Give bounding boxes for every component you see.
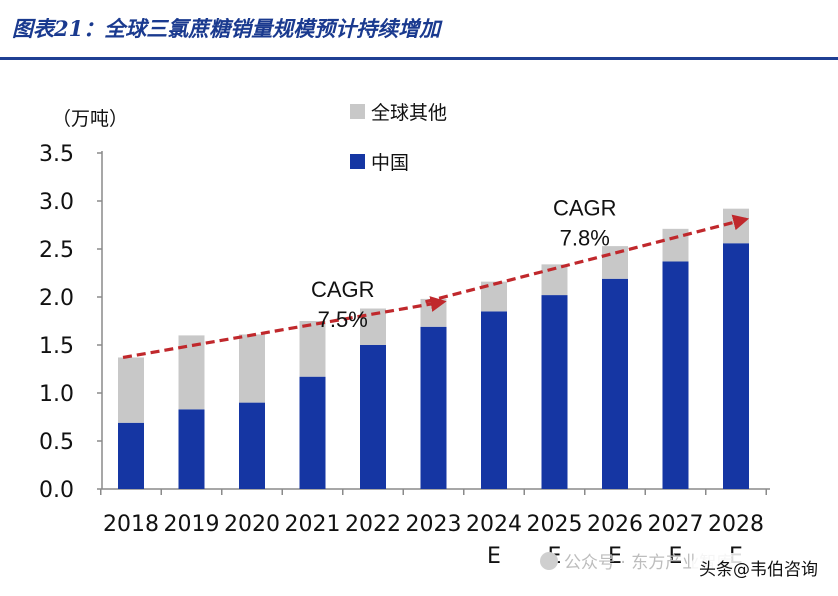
- x-tick-label: 2027: [648, 512, 704, 537]
- cagr-label: CAGR: [311, 277, 375, 302]
- credit-handle: @韦伯咨询: [733, 560, 818, 580]
- x-tick-label: 2022: [345, 512, 401, 537]
- y-tick-label: 1.5: [39, 334, 74, 359]
- bar-other: [118, 357, 144, 423]
- y-tick-label: 2.0: [39, 286, 74, 311]
- x-tick-label: 2024: [466, 512, 522, 537]
- bar-other: [723, 208, 749, 244]
- x-tick-label: 2021: [285, 512, 341, 537]
- y-tick-label: 3.5: [39, 142, 74, 167]
- y-tick-label: 0.0: [39, 478, 74, 503]
- bar-china: [662, 261, 689, 489]
- trend-arrow: [122, 296, 447, 360]
- watermark-text: 公众号 · 东方产业智库: [564, 553, 734, 573]
- legend-label-other: 全球其他: [371, 102, 448, 124]
- wechat-icon: [540, 551, 558, 570]
- y-tick-label: 3.0: [39, 190, 74, 215]
- legend-item-other: 全球其他: [350, 98, 447, 125]
- x-tick-label: 2020: [224, 512, 280, 537]
- cagr-value: 7.5%: [318, 307, 368, 332]
- bar-china: [118, 422, 144, 489]
- legend-item-china: 中国: [350, 148, 409, 175]
- x-tick-label: 2028: [708, 512, 764, 537]
- cagr-value: 7.8%: [560, 225, 610, 250]
- legend-label-china: 中国: [371, 152, 410, 174]
- bar-other: [299, 321, 326, 377]
- bar-china: [239, 402, 265, 489]
- bar-china: [299, 376, 326, 489]
- legend-swatch-other: [350, 104, 365, 119]
- watermark: 公众号 · 东方产业智库: [540, 548, 733, 573]
- bar-china: [360, 345, 386, 489]
- bar-china: [178, 409, 205, 489]
- x-tick-label: 2025: [527, 512, 583, 537]
- source-credit: 头条 @韦伯咨询: [691, 553, 826, 582]
- cagr-label: CAGR: [553, 195, 617, 220]
- y-axis-unit-label: （万吨）: [52, 108, 129, 130]
- chart-title: 图表21：全球三氯蔗糖销量规模预计持续增加: [12, 16, 441, 41]
- x-tick-label-suffix: E: [487, 544, 501, 569]
- x-tick-label: 2018: [103, 512, 159, 537]
- legend-swatch-china: [350, 154, 365, 169]
- x-tick-label-suffix: E: [608, 544, 622, 569]
- x-tick-label-suffix: E: [669, 544, 683, 569]
- bar-china: [602, 278, 628, 489]
- bar-china: [481, 311, 507, 489]
- bar-other: [239, 334, 265, 403]
- credit-prefix: 头条: [699, 560, 733, 580]
- bar-china: [723, 243, 749, 489]
- x-tick-label: 2023: [406, 512, 462, 537]
- title-rule: [0, 57, 838, 60]
- bar-china: [420, 326, 447, 489]
- y-tick-label: 0.5: [39, 430, 74, 455]
- y-tick-label: 1.0: [39, 382, 74, 407]
- x-tick-label: 2026: [587, 512, 643, 537]
- bar-china: [541, 295, 568, 489]
- y-tick-label: 2.5: [39, 238, 74, 263]
- x-tick-label: 2019: [164, 512, 220, 537]
